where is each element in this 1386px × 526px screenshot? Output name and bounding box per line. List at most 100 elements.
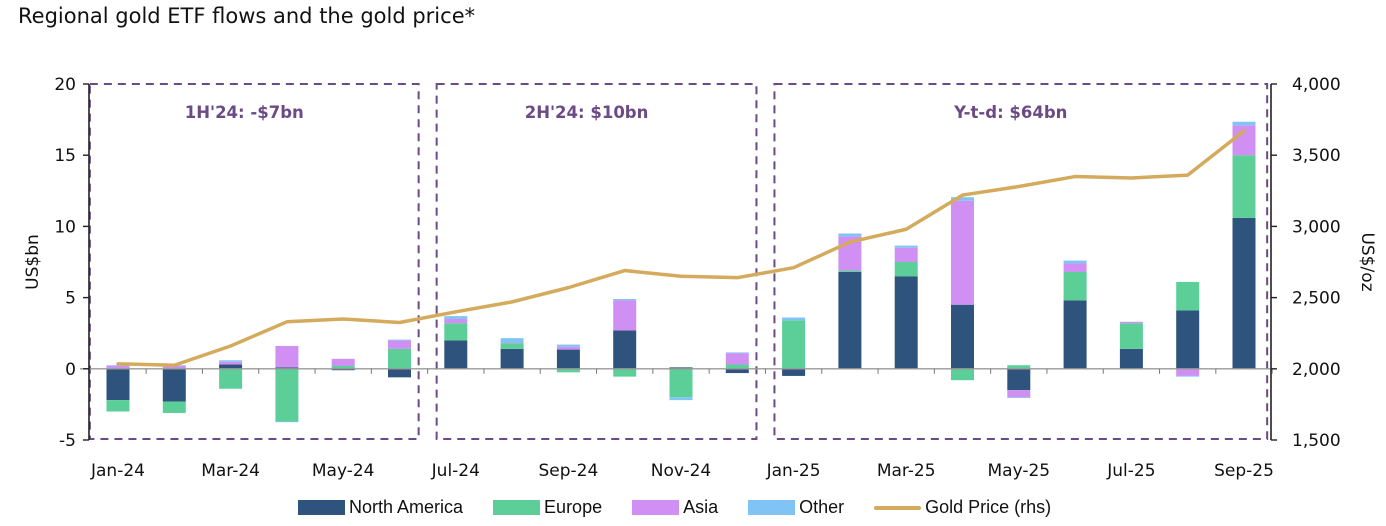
legend-label: North America (349, 497, 464, 517)
bar-segment-europe (951, 368, 974, 381)
bar-segment-north-america (1063, 300, 1087, 369)
legend-swatch-europe (493, 500, 541, 515)
bar-segment-asia (894, 247, 918, 262)
bar-segment-north-america (162, 368, 186, 402)
bar-segment-other (951, 197, 974, 201)
y-axis-title: US$bn (23, 234, 43, 290)
bar-segment-europe (556, 368, 580, 373)
bar-segment-europe (444, 323, 468, 341)
bar-segment-other (500, 338, 524, 343)
bar-segment-other (1176, 375, 1200, 377)
bar-segment-other (894, 245, 918, 248)
bar-segment-north-america (838, 271, 862, 369)
x-tick-label: Sep-24 (538, 461, 598, 481)
bar-segment-north-america (613, 330, 637, 369)
y2-tick-label: 1,500 (1292, 431, 1341, 451)
bar-segment-north-america (951, 304, 974, 369)
bar-segment-europe (500, 343, 524, 349)
y2-tick-label: 2,000 (1292, 360, 1341, 380)
legend-label: Other (799, 497, 845, 517)
bar-segment-asia (331, 358, 355, 366)
legend-item-north-america: North America (298, 497, 463, 518)
period-box (435, 83, 758, 440)
bar-segment-north-america (1232, 217, 1256, 369)
bar-segment-asia (613, 300, 637, 331)
bar-segment-europe (275, 368, 299, 422)
bar-segment-other (1063, 260, 1087, 264)
legend-swatch-gold-price (874, 505, 922, 510)
legend-swatch-north-america (298, 500, 345, 515)
legend-item-europe: Europe (493, 497, 602, 518)
bar-segment-other (106, 365, 130, 366)
bar-segment-asia (1176, 368, 1200, 376)
bar-segment-europe (1007, 365, 1031, 369)
bar-segment-other (556, 344, 580, 347)
bar-segment-asia (500, 342, 524, 344)
axes: 20 15 10 5 0 -5 4,000 3,500 3,000 2,500 2,000 1,500… (54, 75, 1340, 481)
bar-segment-europe (106, 400, 130, 412)
bar-segment-other (669, 397, 693, 401)
y-tick-label: 15 (54, 146, 76, 166)
bar-segment-asia (162, 365, 186, 369)
x-tick-label: Mar-24 (201, 461, 260, 481)
chart-title: Regional gold ETF flows and the gold pri… (18, 4, 476, 28)
x-tick-label: Jan-24 (90, 461, 145, 481)
bar-segment-europe (1063, 271, 1087, 301)
legend-swatch-other (748, 500, 796, 515)
bar-segment-other (782, 317, 806, 321)
y-tick-label: -5 (59, 431, 76, 451)
bar-segment-other (838, 233, 862, 237)
bar-segment-north-america (388, 368, 411, 378)
period-box (88, 83, 420, 440)
bar-segment-europe (388, 348, 411, 369)
bar-segment-other (388, 339, 411, 341)
bar-segment-asia (725, 353, 749, 365)
bar-segment-north-america (1007, 368, 1031, 391)
bar-segment-europe (1232, 155, 1256, 218)
bar-segment-asia (1063, 263, 1087, 272)
period-annotation-label: Y-t-d: $64bn (953, 103, 1067, 122)
bar-segment-north-america (331, 368, 355, 371)
x-tick-label: Mar-25 (877, 461, 936, 481)
bar-segment-europe (1176, 281, 1200, 311)
y2-tick-label: 3,000 (1292, 217, 1341, 237)
bar-segment-north-america (1119, 348, 1143, 369)
period-annotations: 1H'24: -$7bn 2H'24: $10bn Y-t-d: $64bn (88, 83, 1269, 440)
bar-segment-north-america (500, 348, 524, 369)
bar-segment-europe (613, 368, 637, 377)
x-tick-label: May-25 (987, 461, 1050, 481)
bar-segment-europe (838, 270, 862, 272)
x-tick-label: Jul-24 (431, 461, 480, 481)
y-tick-label: 0 (65, 360, 76, 380)
bar-segment-north-america (219, 364, 243, 369)
x-tick-label: Nov-24 (651, 461, 712, 481)
y2-tick-label: 2,500 (1292, 289, 1341, 309)
y-tick-label: 5 (65, 289, 76, 309)
bar-segment-europe (894, 262, 918, 277)
bar-segment-asia (1119, 321, 1143, 324)
bar-segment-north-america (275, 367, 299, 369)
y2-tick-label: 4,000 (1292, 75, 1341, 95)
bar-segment-asia (275, 346, 299, 368)
legend-label: Asia (683, 497, 719, 517)
bar-segment-asia (1007, 390, 1031, 398)
bar-segment-europe (219, 368, 243, 389)
bar-segment-north-america (444, 340, 468, 369)
legend-label: Europe (544, 497, 603, 517)
period-annotation-label: 2H'24: $10bn (525, 103, 649, 122)
legend-item-other: Other (748, 497, 844, 518)
gold-price-line-layer (116, 129, 1246, 367)
bar-segment-asia (388, 340, 411, 349)
x-tick-label: Sep-25 (1214, 461, 1274, 481)
bar-segment-other (725, 352, 749, 354)
bar-segment-asia (951, 200, 974, 305)
bars (106, 121, 1256, 423)
bar-segment-other (1007, 397, 1031, 398)
bar-segment-north-america (1176, 310, 1200, 369)
bar-segment-asia (219, 361, 243, 365)
bar-segment-asia (556, 346, 580, 350)
y2-axis-title: US$/oz (1357, 232, 1377, 291)
bar-segment-europe (782, 320, 806, 369)
bar-segment-north-america (106, 368, 130, 401)
